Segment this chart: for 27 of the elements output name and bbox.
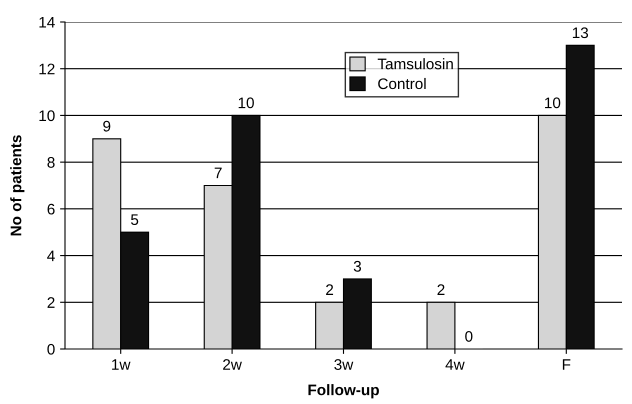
y-tick-label: 14 <box>39 17 55 28</box>
y-tick-label: 4 <box>47 250 55 262</box>
y-tick-label: 8 <box>47 157 55 168</box>
data-label: 9 <box>103 120 110 132</box>
data-label: 3 <box>354 260 361 272</box>
y-tick-label: 10 <box>39 110 55 122</box>
data-label: 10 <box>238 97 254 108</box>
legend-label: Tamsulosin <box>378 58 453 70</box>
data-label: 13 <box>572 27 588 38</box>
y-tick-label: 12 <box>39 64 55 74</box>
data-label: 2 <box>326 284 334 295</box>
x-tick-label: 2w <box>223 359 242 370</box>
x-tick-label: F <box>562 359 570 370</box>
data-label: 2 <box>437 284 444 295</box>
x-axis-title: Follow-up <box>308 384 379 398</box>
x-tick-label: 3w <box>334 359 354 370</box>
y-tick-label: 0 <box>47 344 55 355</box>
y-tick-label: 6 <box>48 204 55 215</box>
y-tick-label: 2 <box>48 297 55 308</box>
data-label: 0 <box>465 330 472 342</box>
x-tick-label: 4w <box>445 359 465 370</box>
data-label: 10 <box>545 97 560 108</box>
data-label: 5 <box>130 214 138 226</box>
y-axis-title: No of patients <box>10 135 24 236</box>
legend-label: Control <box>378 78 426 90</box>
x-tick-label: 1w <box>112 359 131 370</box>
data-label: 7 <box>214 168 222 178</box>
